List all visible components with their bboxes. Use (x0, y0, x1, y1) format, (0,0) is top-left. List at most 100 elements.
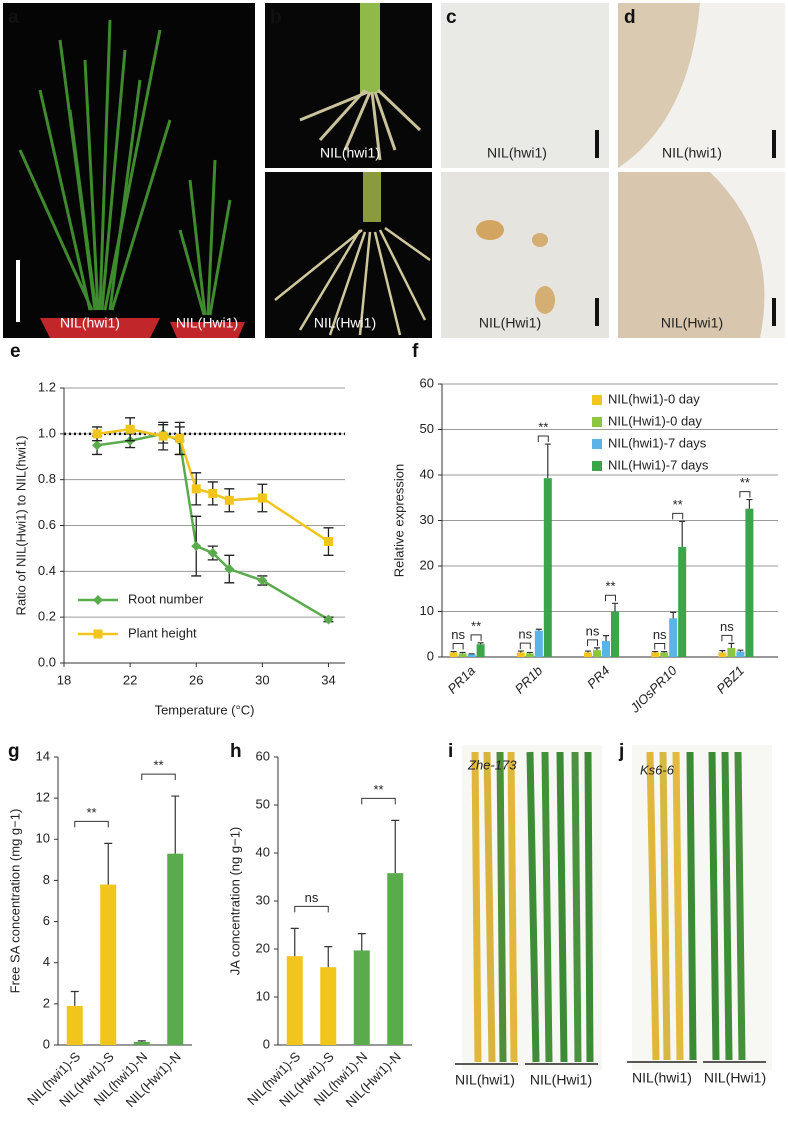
error-bar (652, 650, 659, 653)
y-tick-label: 60 (256, 748, 270, 763)
significance-label: ** (86, 805, 96, 820)
legend-label: Root number (128, 591, 204, 606)
error-bar (544, 443, 551, 479)
bar (133, 1041, 150, 1045)
bar (458, 653, 467, 657)
y-tick-label: 60 (420, 375, 434, 390)
photo-label: NIL(Hwi1) (661, 315, 723, 331)
bar (476, 644, 485, 657)
x-axis-label: Temperature (°C) (155, 702, 255, 717)
significance-label: ns (451, 627, 465, 642)
y-tick-label: 0.6 (38, 517, 56, 532)
y-tick-label: 1.0 (38, 425, 56, 440)
y-tick-label: 0.2 (38, 609, 56, 624)
y-tick-label: 50 (256, 796, 270, 811)
bar (651, 652, 660, 657)
y-tick-label: 4 (43, 954, 50, 969)
y-tick-label: 10 (420, 603, 434, 618)
bar (320, 967, 337, 1045)
significance-bracket (654, 643, 666, 650)
x-tick-label: 18 (57, 672, 71, 687)
x-tick-label: 30 (255, 672, 269, 687)
x-tick-label: PR4 (584, 663, 612, 691)
error-bar (585, 650, 591, 653)
significance-bracket (672, 512, 684, 520)
significance-bracket (470, 634, 482, 641)
photo-caption: Ks6-6 (640, 762, 675, 777)
photo-label: NIL(Hwi1) (530, 1072, 592, 1088)
marker (208, 488, 218, 498)
significance-label: ** (373, 782, 383, 797)
significance-bracket (519, 642, 531, 650)
legend-label: NIL(Hwi1)-7 days (608, 457, 709, 472)
bar (669, 618, 678, 657)
x-tick-label: 26 (189, 672, 203, 687)
y-tick-label: 2 (43, 995, 50, 1010)
bar (286, 956, 303, 1045)
panel-letter: j (618, 741, 624, 762)
significance-bracket (141, 773, 176, 781)
marker (207, 548, 218, 558)
marker (323, 614, 334, 625)
x-tick-label: JIOsPR10 (627, 662, 681, 716)
bar (736, 651, 745, 657)
legend-swatch (592, 395, 602, 405)
bar (516, 652, 525, 657)
photo-i (455, 745, 602, 1070)
photo-label: NIL(hwi1) (632, 1070, 692, 1086)
significance-label: ns (305, 890, 319, 905)
y-axis-label: JA concentration (ng g−1) (227, 827, 242, 976)
y-tick-label: 6 (43, 913, 50, 928)
error-bar (612, 602, 618, 612)
significance-label: ns (653, 627, 667, 642)
y-tick-label: 30 (420, 512, 434, 527)
legend-swatch (592, 461, 602, 471)
error-bar (737, 649, 744, 652)
panel-letter: g (8, 741, 20, 762)
significance-label: ** (471, 618, 481, 633)
error-bar (535, 628, 542, 631)
bar (66, 1005, 83, 1045)
bar (353, 950, 370, 1045)
bar (449, 652, 458, 657)
y-tick-label: 0.8 (38, 471, 56, 486)
significance-bracket (294, 905, 329, 913)
marker (175, 433, 185, 443)
photo-c (441, 3, 609, 338)
y-tick-label: 10 (256, 988, 270, 1003)
legend-swatch (592, 417, 602, 427)
error-bar (517, 650, 524, 653)
x-tick-label: PR1b (512, 663, 546, 697)
photo-b (265, 3, 432, 338)
y-tick-label: 30 (256, 892, 270, 907)
panel-letter: b (270, 7, 282, 28)
marker (191, 484, 201, 494)
y-tick-label: 0 (427, 648, 434, 663)
significance-label: ** (673, 497, 683, 512)
error-bar (450, 650, 457, 653)
error-bar (728, 642, 735, 648)
significance-bracket (587, 639, 598, 646)
bar (678, 546, 687, 657)
legend-marker (93, 629, 103, 639)
bar (167, 853, 184, 1045)
error-bar (324, 946, 333, 968)
photo-label: NIL(Hwi1) (176, 315, 238, 331)
significance-label: ** (153, 758, 163, 773)
y-tick-label: 0.4 (38, 563, 56, 578)
y-tick-label: 0.0 (38, 654, 56, 669)
y-tick-label: 0 (263, 1036, 270, 1051)
photo-label: NIL(hwi1) (455, 1072, 515, 1088)
bar (543, 478, 552, 657)
y-tick-label: 20 (420, 557, 434, 572)
marker (224, 495, 234, 505)
significance-label: ** (538, 419, 548, 434)
panel-letter: e (10, 341, 21, 362)
significance-bracket (452, 643, 464, 650)
error-bar (477, 642, 484, 645)
significance-label: ns (518, 627, 532, 642)
legend-marker (93, 595, 103, 605)
significance-label: ns (586, 623, 600, 638)
y-tick-label: 40 (256, 844, 270, 859)
